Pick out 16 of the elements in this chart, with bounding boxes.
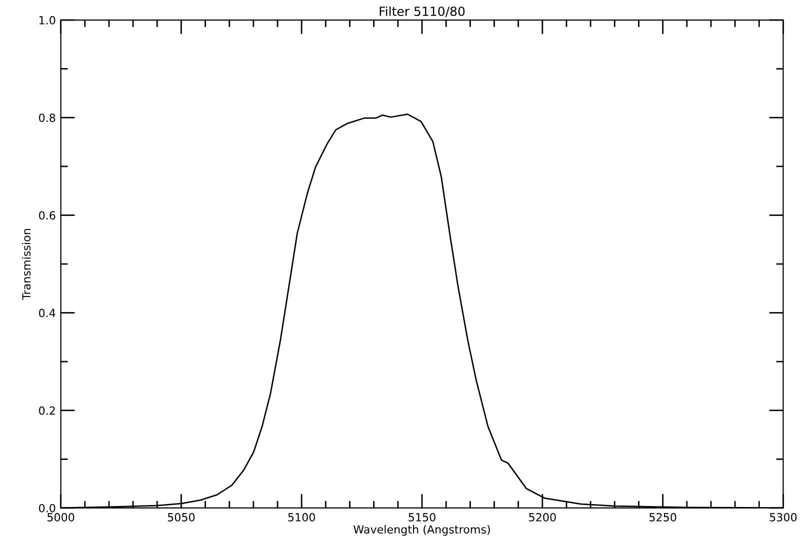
y-tick-label: 0.2 (39, 406, 55, 415)
x-tick-label: 5050 (168, 513, 195, 522)
x-tick-label: 5250 (650, 513, 676, 522)
y-axis-title: Transmission (22, 229, 31, 300)
x-tick-label: 5200 (529, 513, 556, 522)
y-tick-label: 0.0 (39, 504, 56, 512)
x-tick-label: 5000 (48, 513, 74, 522)
chart-title: Filter 5110/80 (380, 6, 465, 18)
y-tick-label: 0.6 (39, 211, 56, 220)
x-tick-label: 5300 (770, 513, 797, 522)
x-tick-label: 5150 (408, 513, 436, 522)
y-tick-label: 1.0 (39, 16, 56, 24)
x-tick-label: 5100 (288, 513, 315, 522)
y-tick-label: 0.8 (39, 114, 56, 122)
y-tick-label: 0.4 (39, 308, 56, 318)
x-axis-title: Wavelength (Angstroms) (354, 524, 490, 536)
